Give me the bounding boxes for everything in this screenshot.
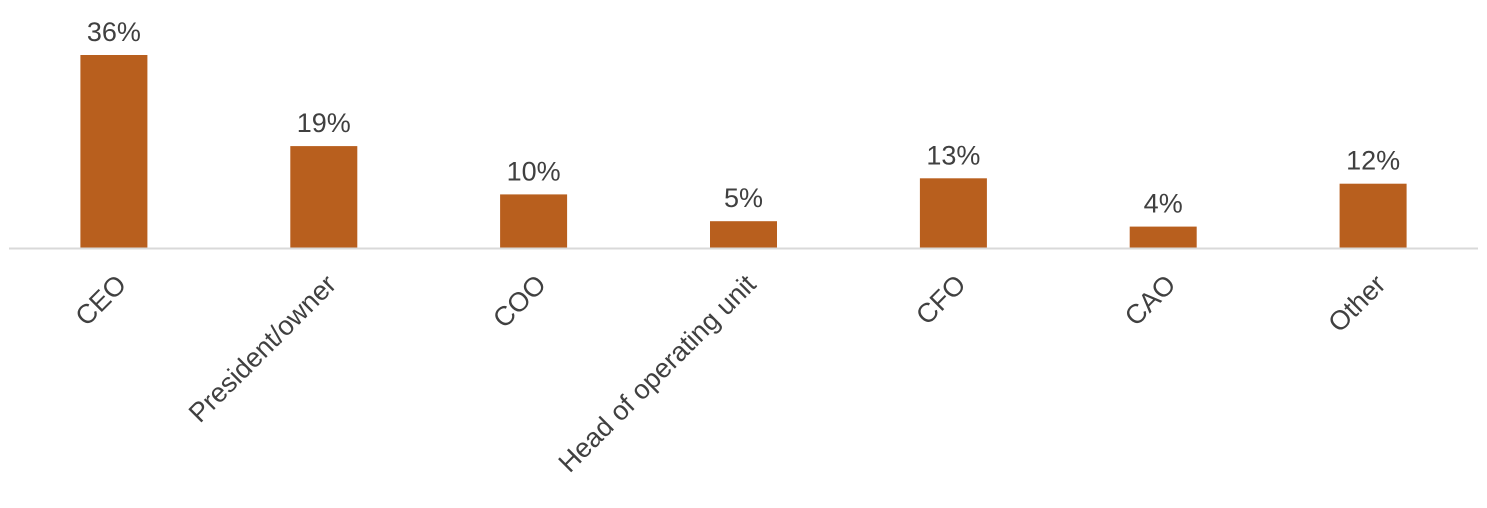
category-label: CFO bbox=[910, 269, 972, 331]
category-label: Other bbox=[1322, 269, 1391, 338]
category-labels-group: CEO President/owner COO Head of operating u… bbox=[70, 269, 1392, 478]
data-label: 36% bbox=[87, 17, 141, 47]
bar-president-owner bbox=[290, 146, 358, 248]
category-label: President/owner bbox=[183, 269, 342, 428]
data-label: 5% bbox=[724, 183, 763, 213]
data-label: 13% bbox=[926, 140, 980, 170]
bar-ceo bbox=[80, 55, 148, 248]
value-labels-group: 36% 19% 10% 5% 13% 4% 12% bbox=[87, 17, 1400, 219]
category-label: Head of operating unit bbox=[553, 269, 762, 478]
data-label: 12% bbox=[1346, 146, 1400, 176]
category-label: COO bbox=[487, 269, 552, 334]
bars-group bbox=[80, 55, 1407, 248]
category-label: CEO bbox=[70, 269, 133, 332]
data-label: 10% bbox=[507, 156, 561, 186]
bar-other bbox=[1339, 183, 1407, 248]
category-label: CAO bbox=[1119, 269, 1182, 332]
bar-head-of-operating-unit bbox=[710, 221, 777, 248]
data-label: 4% bbox=[1144, 189, 1183, 219]
bar-coo bbox=[500, 194, 568, 248]
bar-cfo bbox=[919, 178, 987, 248]
bar-cao bbox=[1129, 226, 1197, 248]
data-label: 19% bbox=[297, 108, 351, 138]
